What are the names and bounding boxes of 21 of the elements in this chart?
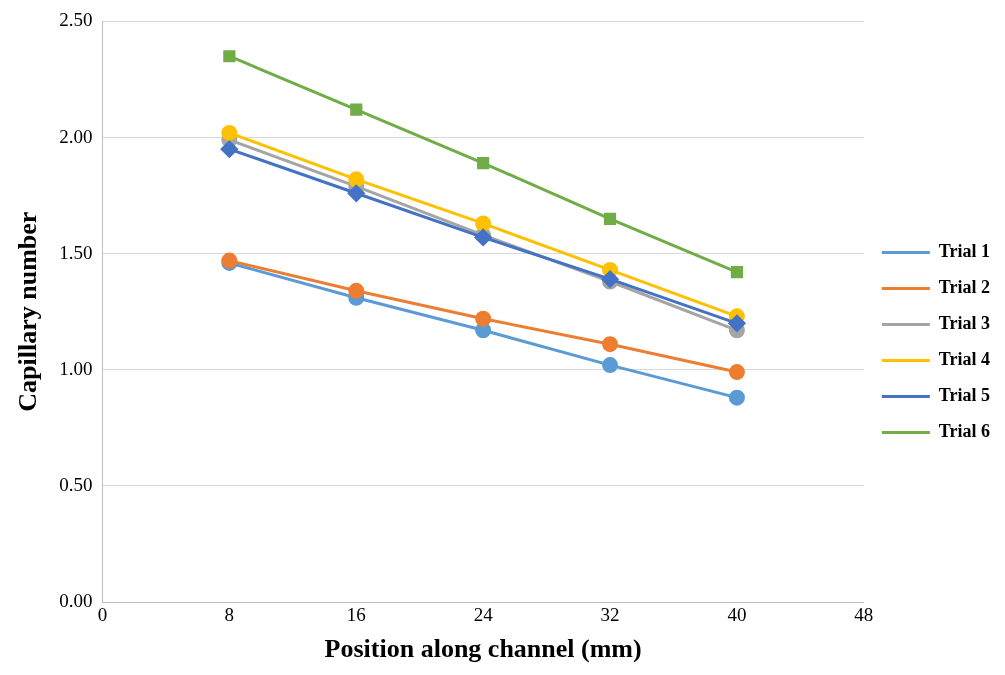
x-tick-label: 32 [600,604,620,626]
x-axis-title: Position along channel (mm) [324,634,642,664]
y-tick-label: 0.00 [59,589,93,611]
y-tick-label: 2.50 [59,9,93,31]
legend-label: Trial 5 [938,385,991,406]
x-tick-label: 8 [224,604,235,626]
legend-label: Trial 6 [938,421,991,442]
y-tick-label: 0.50 [59,473,93,495]
x-tick-label: 0 [97,604,108,626]
y-axis-title: Capillary number [13,211,43,412]
x-tick-label: 16 [346,604,366,626]
x-tick-label: 48 [854,604,874,626]
y-tick-label: 1.50 [59,241,93,263]
legend-label: Trial 1 [938,241,991,262]
x-tick-label: 24 [473,604,494,626]
y-tick-label: 2.00 [59,125,93,147]
x-tick-label: 40 [727,604,747,626]
legend-label: Trial 4 [938,349,991,370]
legend-label: Trial 2 [938,277,991,298]
y-tick-label: 1.00 [59,357,93,379]
legend-label: Trial 3 [938,313,991,334]
